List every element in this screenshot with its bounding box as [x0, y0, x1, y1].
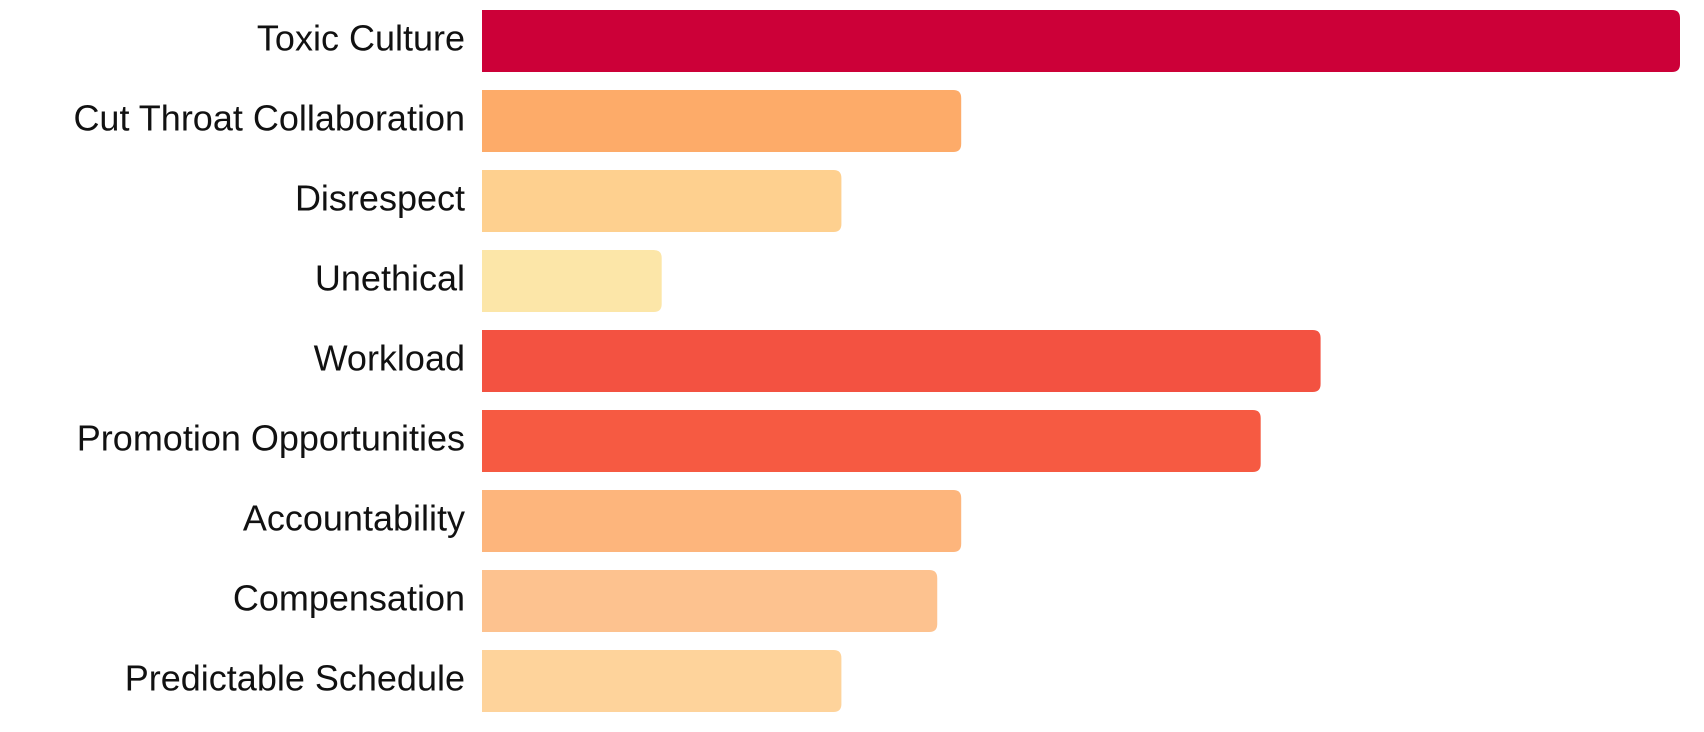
bar — [482, 170, 842, 232]
y-tick-label: Cut Throat Collaboration — [73, 98, 465, 139]
bar — [482, 10, 1680, 72]
bar — [482, 250, 662, 312]
bar — [482, 570, 938, 632]
y-tick-label: Workload — [314, 338, 465, 379]
y-tick-label: Compensation — [233, 578, 465, 619]
bar — [482, 330, 1321, 392]
bar — [482, 410, 1261, 472]
bar — [482, 650, 842, 712]
y-tick-label: Disrespect — [295, 178, 465, 219]
y-tick-label: Accountability — [243, 498, 465, 539]
y-tick-label: Toxic Culture — [257, 18, 465, 59]
y-tick-label: Promotion Opportunities — [77, 418, 465, 459]
bar — [482, 90, 962, 152]
bar — [482, 490, 962, 552]
y-tick-label: Unethical — [315, 258, 465, 299]
y-tick-label: Predictable Schedule — [125, 658, 465, 699]
